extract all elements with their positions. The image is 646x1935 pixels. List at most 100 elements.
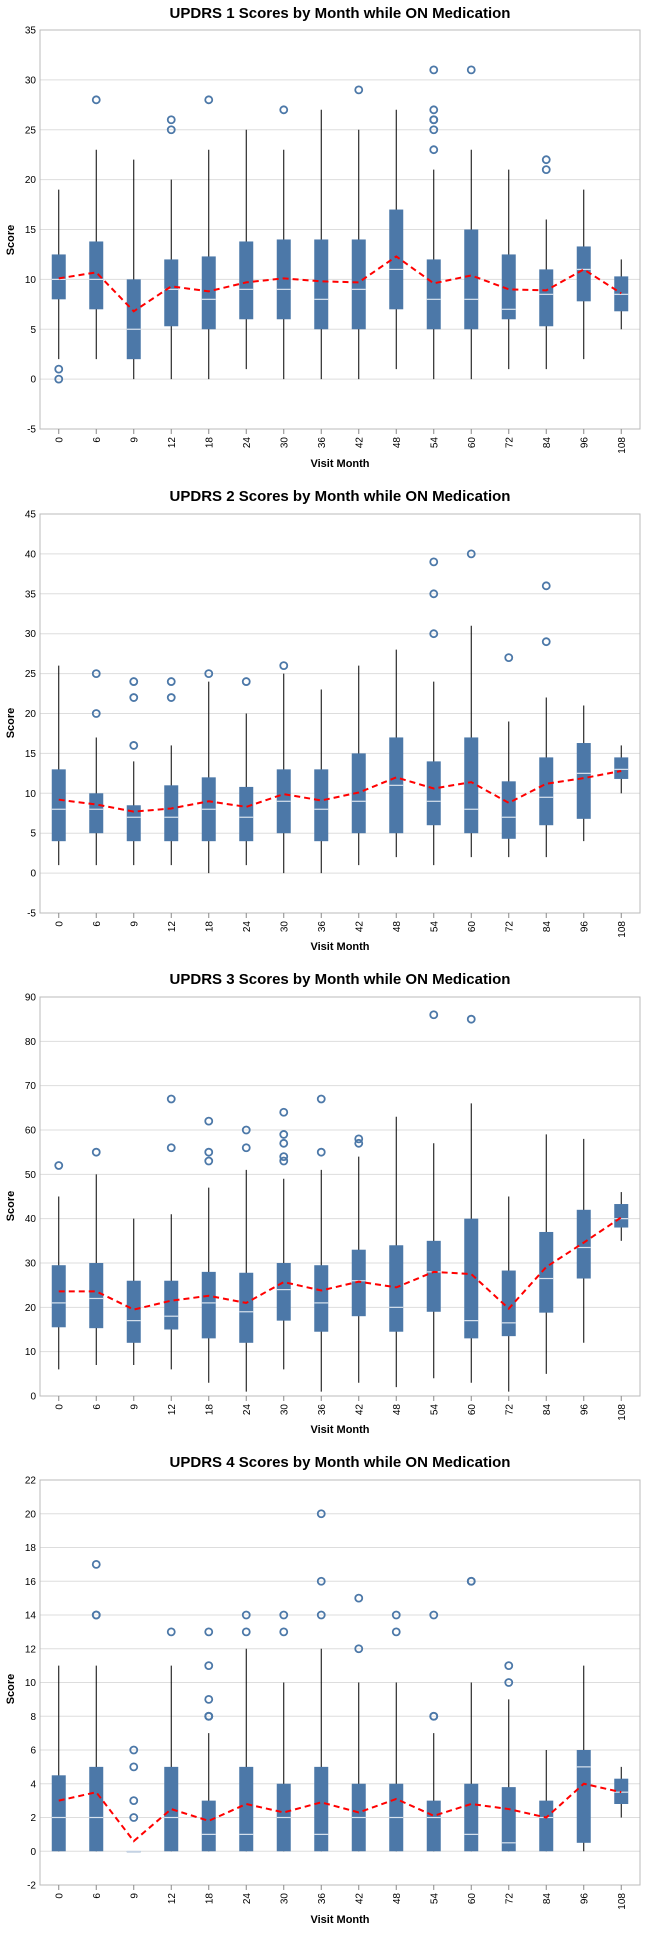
outlier-point — [91, 1610, 101, 1620]
iqr-box — [239, 786, 254, 842]
outlier-point — [91, 669, 101, 679]
outlier-point — [429, 1610, 439, 1620]
y-tick-label: 90 — [25, 993, 37, 1004]
x-tick-label: 96 — [579, 437, 590, 449]
x-tick-label: 9 — [129, 1404, 140, 1410]
y-tick-label: 10 — [25, 275, 37, 286]
outlier-point — [241, 677, 251, 686]
outlier-point — [129, 1813, 139, 1822]
x-tick-label: 30 — [279, 437, 290, 449]
box-30 — [276, 105, 291, 380]
outlier-point — [354, 1134, 364, 1144]
chart-title: UPDRS 4 Scores by Month while ON Medicat… — [170, 1454, 511, 1471]
x-tick-label: 24 — [242, 1404, 253, 1416]
box-84 — [539, 155, 554, 370]
iqr-box — [426, 761, 441, 826]
y-tick-label: 6 — [30, 1746, 36, 1757]
iqr-box — [126, 1280, 141, 1343]
x-tick-label: 72 — [504, 437, 515, 449]
outlier-point — [541, 637, 551, 647]
iqr-box — [89, 1766, 104, 1852]
y-tick-label: 8 — [30, 1712, 36, 1723]
iqr-box — [539, 269, 554, 327]
box-24 — [239, 1610, 254, 1852]
box-60 — [464, 65, 479, 380]
updrs-3-chart: UPDRS 3 Scores by Month while ON Medicat… — [0, 966, 646, 1449]
outlier-point — [429, 1010, 439, 1020]
x-tick-label: 60 — [467, 921, 478, 933]
outlier-point — [166, 1627, 176, 1637]
iqr-box — [89, 241, 104, 310]
y-tick-label: 15 — [25, 225, 37, 236]
box-72 — [501, 1661, 516, 1852]
box-72 — [501, 1196, 516, 1392]
x-tick-label: 30 — [279, 1893, 290, 1905]
outlier-point — [204, 1627, 214, 1637]
x-tick-label: 6 — [92, 921, 103, 927]
x-tick-label: 72 — [504, 1893, 515, 1905]
outlier-point — [166, 1143, 176, 1153]
outlier-point — [204, 1711, 214, 1721]
outlier-point — [316, 1147, 326, 1157]
box-9 — [126, 1745, 141, 1853]
outlier-point — [241, 1610, 251, 1620]
y-tick-label: 14 — [25, 1611, 37, 1622]
y-tick-label: 80 — [25, 1037, 37, 1048]
box-24 — [239, 677, 254, 866]
y-tick-label: 20 — [25, 175, 37, 186]
box-30 — [276, 661, 291, 874]
outlier-point — [91, 1559, 101, 1569]
y-tick-label: 40 — [25, 549, 37, 560]
updrs-4-chart: UPDRS 4 Scores by Month while ON Medicat… — [0, 1449, 646, 1930]
iqr-box — [576, 1750, 591, 1843]
outlier-point — [466, 1576, 476, 1586]
outlier-point — [429, 629, 439, 639]
plot-frame — [39, 1479, 641, 1886]
x-tick-label: 42 — [354, 1893, 365, 1905]
y-axis-title: Score — [5, 225, 17, 256]
x-tick-label: 42 — [354, 1404, 365, 1416]
outlier-point — [129, 741, 139, 750]
outlier-point — [279, 1130, 289, 1139]
box-30 — [276, 1107, 291, 1370]
y-tick-label: 60 — [25, 1126, 37, 1137]
y-tick-label: 16 — [25, 1577, 37, 1588]
outlier-point — [429, 145, 439, 155]
outlier-point — [279, 1156, 289, 1166]
outlier-point — [316, 1094, 326, 1104]
x-tick-label: 24 — [242, 921, 253, 933]
chart-svg: UPDRS 3 Scores by Month while ON Medicat… — [5, 971, 641, 1436]
outlier-point — [204, 1156, 214, 1166]
chart-svg: UPDRS 4 Scores by Month while ON Medicat… — [5, 1454, 641, 1926]
box-60 — [464, 1014, 479, 1383]
updrs-2-chart: UPDRS 2 Scores by Month while ON Medicat… — [0, 483, 646, 966]
x-tick-label: 54 — [429, 437, 440, 449]
iqr-box — [239, 1766, 254, 1852]
outlier-point — [354, 1138, 364, 1148]
box-108 — [614, 259, 629, 330]
box-6 — [89, 669, 104, 866]
outlier-point — [54, 1161, 64, 1170]
box-96 — [576, 1138, 591, 1343]
box-24 — [239, 1125, 254, 1392]
x-tick-label: 48 — [392, 1893, 403, 1905]
outlier-point — [279, 1138, 289, 1148]
box-30 — [276, 1610, 291, 1852]
box-84 — [539, 1750, 554, 1852]
iqr-box — [201, 1271, 216, 1339]
iqr-box — [314, 769, 329, 842]
box-54 — [426, 65, 441, 380]
outlier-point — [91, 1147, 101, 1157]
y-tick-label: 25 — [25, 669, 37, 680]
outlier-point — [166, 115, 176, 125]
y-tick-label: 5 — [30, 325, 36, 336]
box-0 — [51, 1161, 66, 1370]
iqr-box — [164, 785, 179, 842]
iqr-box — [126, 805, 141, 842]
y-tick-label: 30 — [25, 75, 37, 86]
box-60 — [464, 1576, 479, 1852]
x-tick-label: 6 — [92, 437, 103, 443]
iqr-box — [501, 1787, 516, 1852]
iqr-box — [351, 239, 366, 330]
iqr-box — [314, 239, 329, 330]
